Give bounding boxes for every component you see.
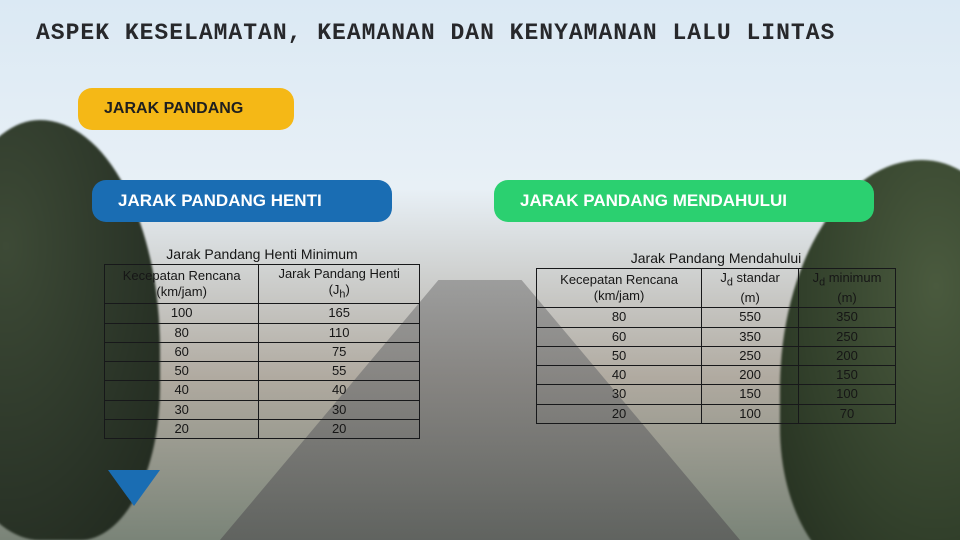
th-speed: Kecepatan Rencana (km/jam) <box>105 265 259 304</box>
pill-blue-label: JARAK PANDANG HENTI <box>118 191 322 211</box>
th-text: standar <box>733 270 780 285</box>
th-text: (km/jam) <box>594 288 645 303</box>
table-cell: 30 <box>259 400 420 419</box>
table-cell: 110 <box>259 323 420 342</box>
table-cell: 200 <box>702 366 799 385</box>
table-cell: 150 <box>799 366 896 385</box>
pill-green-label: JARAK PANDANG MENDAHULUI <box>520 191 787 211</box>
table-cell: 200 <box>799 346 896 365</box>
table-cell: 20 <box>537 404 702 423</box>
th-speed: Kecepatan Rencana (km/jam) <box>537 269 702 308</box>
table-cell: 50 <box>537 346 702 365</box>
table-title-mendahului: Jarak Pandang Mendahului <box>536 250 896 266</box>
section-label-jarak-pandang: JARAK PANDANG <box>78 88 294 130</box>
table-cell: 20 <box>259 419 420 438</box>
table-row: 2020 <box>105 419 420 438</box>
th-text: ) <box>345 282 349 297</box>
pill-yellow-label: JARAK PANDANG <box>104 100 243 118</box>
table-henti: Kecepatan Rencana (km/jam) Jarak Pandang… <box>104 264 420 439</box>
th-text: Kecepatan Rencana <box>560 272 678 287</box>
table-row: 60350250 <box>537 327 896 346</box>
table-row: 100165 <box>105 304 420 323</box>
triangle-marker-icon <box>108 470 160 506</box>
th-text: (m) <box>740 290 760 305</box>
th-text: (km/jam) <box>156 284 207 299</box>
table-cell: 30 <box>537 385 702 404</box>
table-row: 4040 <box>105 381 420 400</box>
table-cell: 150 <box>702 385 799 404</box>
table-cell: 100 <box>702 404 799 423</box>
slide-content: ASPEK KESELAMATAN, KEAMANAN DAN KENYAMAN… <box>0 0 960 540</box>
table-cell: 60 <box>105 342 259 361</box>
table-cell: 75 <box>259 342 420 361</box>
table-cell: 40 <box>105 381 259 400</box>
th-jd-min: Jd minimum (m) <box>799 269 896 308</box>
table-mendahului: Kecepatan Rencana (km/jam) Jd standar (m… <box>536 268 896 424</box>
table-row: 30150100 <box>537 385 896 404</box>
table-cell: 250 <box>799 327 896 346</box>
th-text: Jarak Pandang Henti <box>278 266 399 281</box>
table-cell: 40 <box>537 366 702 385</box>
page-title: ASPEK KESELAMATAN, KEAMANAN DAN KENYAMAN… <box>36 20 835 46</box>
th-text: (m) <box>837 290 857 305</box>
table-cell: 165 <box>259 304 420 323</box>
table-cell: 250 <box>702 346 799 365</box>
th-text: minimum <box>825 270 881 285</box>
table-cell: 80 <box>537 308 702 327</box>
table-cell: 70 <box>799 404 896 423</box>
table-cell: 550 <box>702 308 799 327</box>
table-row: 5055 <box>105 362 420 381</box>
table-cell: 80 <box>105 323 259 342</box>
table-title-henti: Jarak Pandang Henti Minimum <box>104 246 420 262</box>
table-cell: 350 <box>702 327 799 346</box>
table-cell: 20 <box>105 419 259 438</box>
table-cell: 350 <box>799 308 896 327</box>
table-panel-henti: Jarak Pandang Henti Minimum Kecepatan Re… <box>104 246 420 439</box>
th-jd-standar: Jd standar (m) <box>702 269 799 308</box>
section-label-henti: JARAK PANDANG HENTI <box>92 180 392 222</box>
table-cell: 50 <box>105 362 259 381</box>
table-cell: 55 <box>259 362 420 381</box>
table-row: 80550350 <box>537 308 896 327</box>
section-label-mendahului: JARAK PANDANG MENDAHULUI <box>494 180 874 222</box>
table-row: 6075 <box>105 342 420 361</box>
th-text: Kecepatan Rencana <box>123 268 241 283</box>
table-row: 3030 <box>105 400 420 419</box>
table-row: 80110 <box>105 323 420 342</box>
table-cell: 100 <box>799 385 896 404</box>
table-cell: 60 <box>537 327 702 346</box>
table-row: Kecepatan Rencana (km/jam) Jarak Pandang… <box>105 265 420 304</box>
table-row: 50250200 <box>537 346 896 365</box>
table-cell: 30 <box>105 400 259 419</box>
table-cell: 100 <box>105 304 259 323</box>
table-cell: 40 <box>259 381 420 400</box>
th-text: (J <box>329 282 340 297</box>
th-jh: Jarak Pandang Henti (Jh) <box>259 265 420 304</box>
table-row: Kecepatan Rencana (km/jam) Jd standar (m… <box>537 269 896 308</box>
table-panel-mendahului: Jarak Pandang Mendahului Kecepatan Renca… <box>536 250 896 424</box>
table-row: 40200150 <box>537 366 896 385</box>
table-row: 2010070 <box>537 404 896 423</box>
